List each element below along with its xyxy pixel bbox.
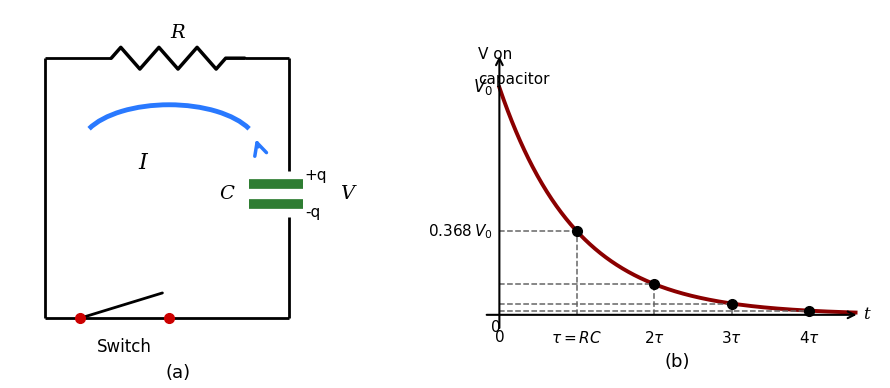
Text: Switch: Switch (97, 338, 152, 355)
Text: $4\tau$: $4\tau$ (798, 330, 820, 346)
Text: 0: 0 (495, 330, 505, 345)
Text: (a): (a) (166, 364, 190, 382)
Text: t: t (863, 306, 870, 323)
Text: R: R (171, 24, 185, 42)
Text: capacitor: capacitor (478, 71, 549, 87)
Text: +q: +q (304, 168, 328, 183)
Text: V: V (341, 185, 354, 203)
Text: $2\tau$: $2\tau$ (643, 330, 665, 346)
Text: I: I (138, 152, 147, 174)
Text: $3\tau$: $3\tau$ (721, 330, 742, 346)
Text: 0: 0 (490, 320, 500, 335)
Text: V on: V on (478, 47, 512, 62)
Text: C: C (219, 185, 233, 203)
Text: (b): (b) (665, 353, 691, 371)
Text: -q: -q (304, 205, 320, 220)
Text: $0.368\,V_0$: $0.368\,V_0$ (428, 222, 493, 241)
Text: $\tau = RC$: $\tau = RC$ (551, 330, 603, 346)
Text: $V_0$: $V_0$ (473, 78, 493, 97)
